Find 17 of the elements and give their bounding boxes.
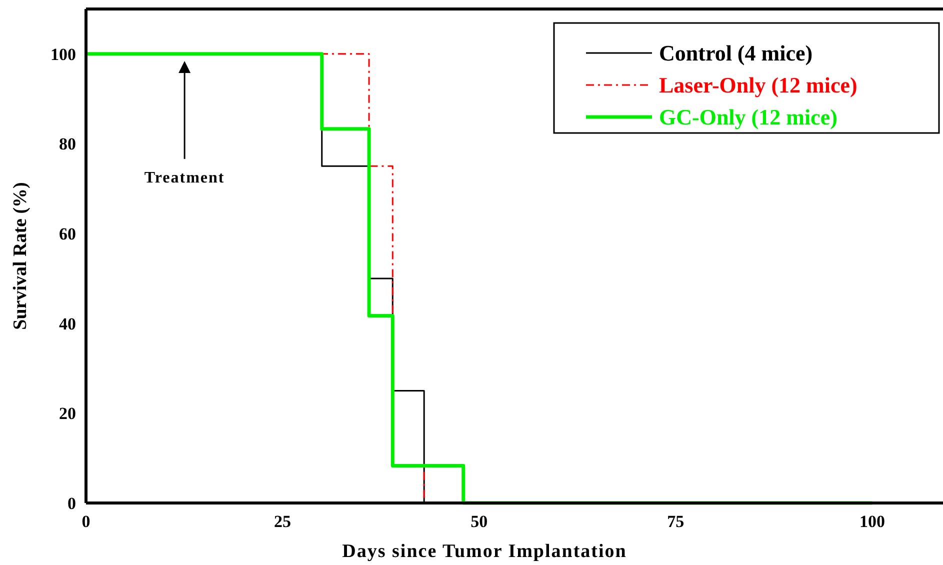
x-tick-label: 100 xyxy=(859,512,885,531)
y-tick-label: 80 xyxy=(59,134,76,154)
legend-label: Laser-Only (12 mice) xyxy=(659,72,858,98)
y-tick-label: 60 xyxy=(59,224,76,244)
legend-label: Control (4 mice) xyxy=(659,40,813,66)
x-tick-label: 0 xyxy=(82,512,90,531)
y-tick-label: 0 xyxy=(68,494,76,513)
y-tick-label: 100 xyxy=(50,44,76,64)
annotation: Treatment xyxy=(144,170,225,187)
legend-label: GC-Only (12 mice) xyxy=(659,104,838,130)
y-tick-label: 40 xyxy=(59,314,76,334)
x-tick-label: 50 xyxy=(470,512,488,531)
x-axis-title: Days since Tumor Implantation xyxy=(342,541,627,562)
x-tick-label: 75 xyxy=(667,512,684,531)
y-axis-title: Survival Rate (%) xyxy=(10,182,31,330)
y-tick-label: 20 xyxy=(59,404,76,424)
x-tick-label: 25 xyxy=(274,512,292,531)
